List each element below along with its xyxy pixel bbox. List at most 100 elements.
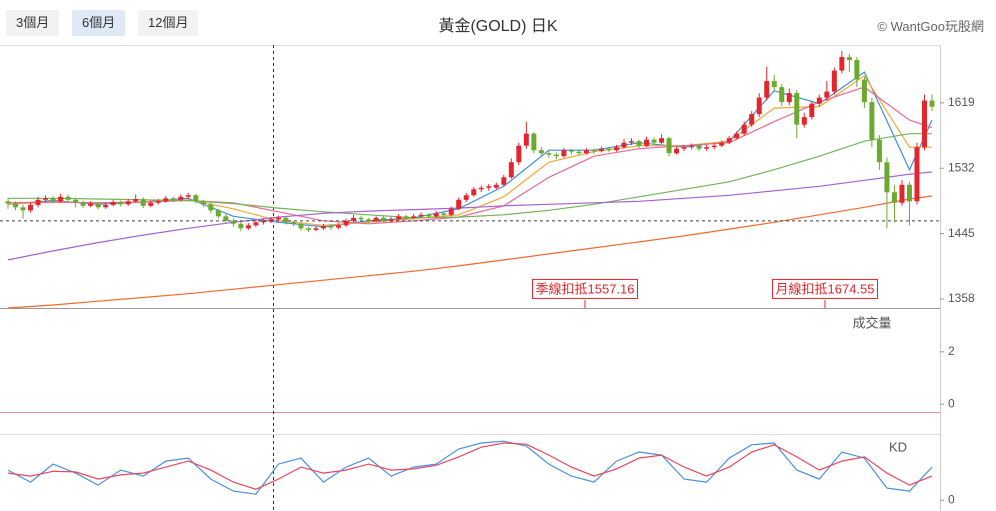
- indicator-line: [7, 440, 933, 495]
- candle-body: [876, 139, 882, 163]
- candle-body: [771, 81, 777, 88]
- candle-body: [591, 150, 597, 152]
- candle-body: [606, 148, 612, 151]
- candle-body: [321, 226, 327, 229]
- candle-body: [215, 210, 221, 217]
- candle-body: [846, 57, 852, 61]
- candle-body: [914, 147, 920, 202]
- candle-body: [636, 141, 642, 146]
- candle-body: [486, 186, 492, 188]
- annotation-label: 季線扣抵1557.16: [536, 281, 635, 296]
- candle-body: [613, 147, 619, 151]
- candle-body: [268, 219, 274, 221]
- candle-body: [388, 219, 394, 221]
- candle-body: [854, 60, 860, 80]
- candle-body: [403, 216, 409, 218]
- candle-body: [65, 196, 71, 200]
- candle-body: [133, 199, 139, 202]
- candle-body: [253, 222, 259, 226]
- annotation-label: 月線扣抵1674.55: [776, 281, 875, 296]
- candle-body: [441, 213, 447, 215]
- y-tick-label: 1358: [948, 291, 975, 305]
- range-tab[interactable]: 6個月: [72, 10, 126, 36]
- candle-body: [764, 81, 770, 98]
- candle-body: [50, 198, 56, 202]
- candle-body: [5, 201, 11, 204]
- candle-body: [456, 199, 462, 209]
- candle-body: [73, 199, 79, 203]
- candle-body: [696, 145, 702, 149]
- candle-body: [576, 151, 582, 154]
- indicator-line: [7, 171, 933, 261]
- range-tab[interactable]: 3個月: [6, 10, 60, 36]
- candle-body: [95, 203, 101, 208]
- candle-body: [43, 198, 49, 200]
- candle-body: [200, 201, 206, 205]
- candle-body: [644, 139, 650, 146]
- candle-body: [20, 207, 26, 211]
- candle-body: [103, 205, 109, 208]
- candle-body: [381, 217, 387, 221]
- candle-body: [794, 93, 800, 125]
- candle-body: [831, 70, 837, 92]
- candle-body: [163, 198, 169, 202]
- candle-body: [689, 145, 695, 148]
- range-tab[interactable]: 12個月: [138, 10, 199, 36]
- candle-body: [756, 97, 762, 115]
- candle-body: [568, 150, 574, 152]
- candle-body: [516, 145, 522, 163]
- candle-body: [448, 208, 454, 215]
- candle-body: [351, 217, 357, 221]
- candle-body: [88, 203, 94, 206]
- candle-body: [711, 145, 717, 148]
- candle-body: [523, 133, 529, 146]
- y-tick-label: 1532: [948, 160, 975, 174]
- candle-body: [899, 184, 905, 203]
- candle-body: [546, 153, 552, 155]
- candle-body: [779, 87, 785, 103]
- candle-body: [478, 187, 484, 190]
- candle-body: [906, 184, 912, 202]
- candle-body: [674, 148, 680, 154]
- candle-body: [861, 79, 867, 103]
- toolbar: 3個月 6個月 12個月 黃金(GOLD) 日K © WantGoo玩股網: [0, 0, 996, 44]
- candle-body: [891, 192, 897, 203]
- candle-body: [148, 202, 154, 206]
- candle-body: [230, 220, 236, 224]
- candle-body: [493, 184, 499, 188]
- candle-body: [418, 214, 424, 217]
- candle-body: [193, 195, 199, 202]
- candle-body: [313, 228, 319, 230]
- panel-label: KD: [889, 439, 907, 454]
- candle-body: [358, 217, 364, 220]
- panel-label: 成交量: [852, 315, 891, 330]
- candle-body: [155, 201, 161, 203]
- candle-body: [561, 150, 567, 157]
- candle-body: [140, 199, 146, 206]
- candle-body: [921, 100, 927, 148]
- candle-body: [508, 162, 514, 178]
- chart-title: 黃金(GOLD) 日K: [438, 18, 558, 35]
- candle-body: [629, 141, 635, 143]
- candle-body: [824, 91, 830, 98]
- candle-body: [929, 100, 935, 107]
- candle-body: [411, 216, 417, 218]
- candle-body: [170, 198, 176, 200]
- candle-body: [373, 217, 379, 221]
- y-tick-label: 0: [948, 396, 955, 410]
- candle-body: [110, 202, 116, 206]
- candle-body: [749, 114, 755, 125]
- candle-body: [58, 196, 64, 202]
- candle-body: [125, 201, 131, 205]
- indicator-line: [8, 133, 932, 219]
- candle-body: [290, 222, 296, 224]
- candle-body: [396, 216, 402, 220]
- candle-body: [681, 147, 687, 149]
- candle-body: [366, 219, 372, 221]
- candle-body: [531, 133, 537, 151]
- candle-body: [538, 150, 544, 154]
- candle-body: [726, 138, 732, 143]
- candle-body: [245, 225, 251, 229]
- candle-body: [583, 150, 589, 154]
